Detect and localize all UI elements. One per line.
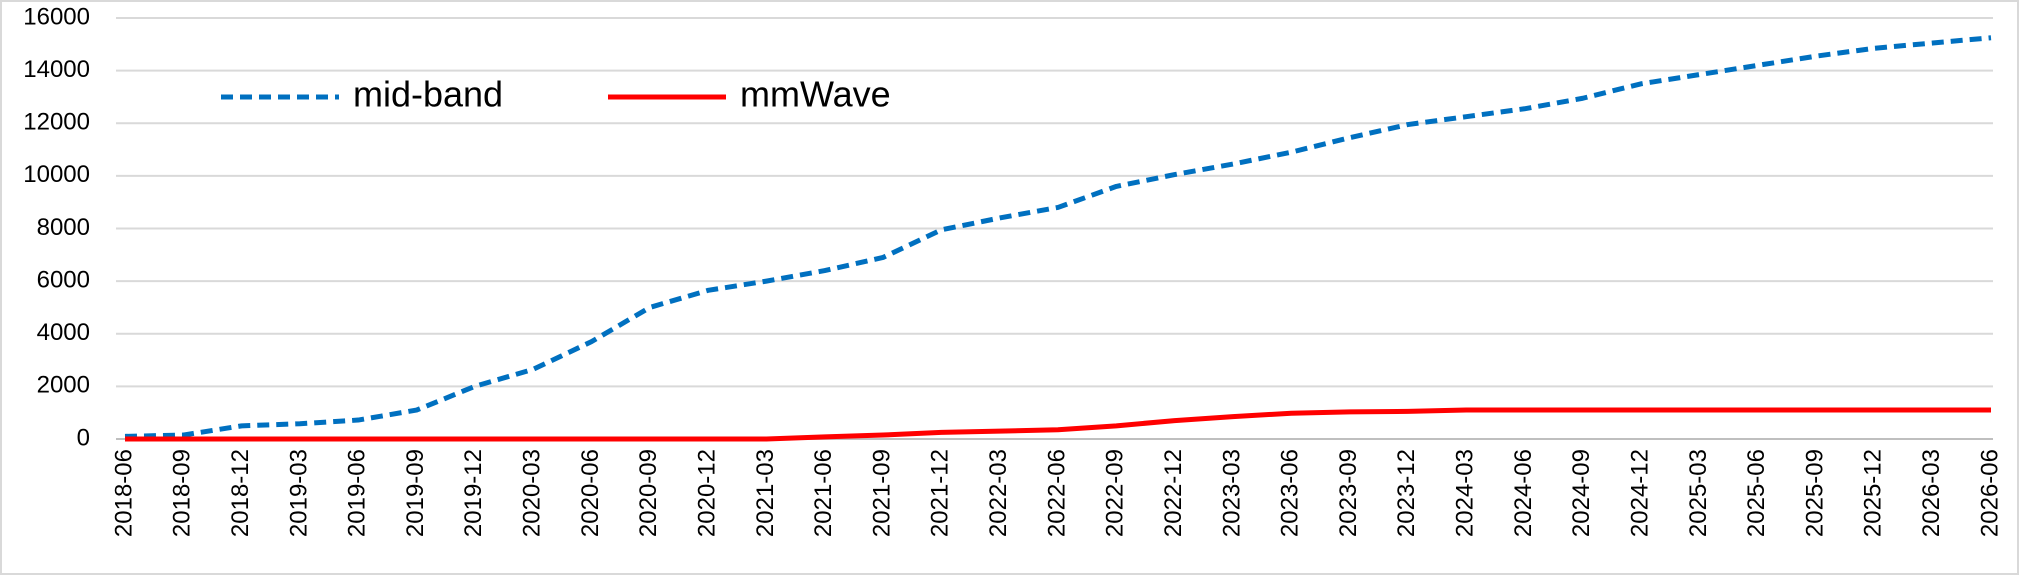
x-tick-label: 2023-06 (1277, 449, 1304, 537)
x-tick-label: 2018-06 (110, 449, 137, 537)
x-tick-label: 2020-12 (693, 449, 720, 537)
legend-label: mid-band (353, 74, 503, 115)
x-tick-label: 2019-03 (285, 449, 312, 537)
x-tick-label: 2025-03 (1685, 449, 1712, 537)
x-tick-label: 2022-12 (1160, 449, 1187, 537)
x-tick-label: 2021-06 (810, 449, 837, 537)
y-tick-label: 10000 (23, 161, 90, 188)
x-tick-label: 2025-09 (1801, 449, 1828, 537)
x-tick-label: 2020-03 (519, 449, 546, 537)
y-tick-label: 16000 (23, 3, 90, 30)
series-line (125, 407, 1991, 442)
x-tick-label: 2021-03 (752, 449, 779, 537)
x-tick-label: 2022-06 (1043, 449, 1070, 537)
x-tick-label: 2024-03 (1452, 449, 1479, 537)
x-tick-label: 2025-06 (1743, 449, 1770, 537)
x-tick-label: 2024-09 (1568, 449, 1595, 537)
x-tick-label: 2021-09 (868, 449, 895, 537)
series-line (124, 35, 1992, 439)
y-tick-label: 8000 (37, 214, 90, 241)
x-tick-label: 2024-12 (1626, 449, 1653, 537)
x-tick-label: 2019-12 (460, 449, 487, 537)
x-tick-label: 2023-03 (1218, 449, 1245, 537)
x-tick-label: 2026-06 (1976, 449, 2003, 537)
y-tick-label: 12000 (23, 109, 90, 136)
x-tick-label: 2021-12 (927, 449, 954, 537)
x-tick-label: 2023-12 (1393, 449, 1420, 537)
y-tick-label: 2000 (37, 372, 90, 399)
y-tick-label: 14000 (23, 56, 90, 83)
x-tick-label: 2025-12 (1860, 449, 1887, 537)
x-tick-label: 2026-03 (1918, 449, 1945, 537)
x-tick-label: 2022-03 (985, 449, 1012, 537)
x-tick-label: 2018-12 (227, 449, 254, 537)
y-tick-label: 4000 (37, 319, 90, 346)
y-tick-label: 6000 (37, 266, 90, 293)
x-tick-label: 2020-09 (635, 449, 662, 537)
x-tick-label: 2019-09 (402, 449, 429, 537)
y-tick-label: 0 (77, 424, 90, 451)
x-tick-label: 2022-09 (1102, 449, 1129, 537)
x-tick-label: 2023-09 (1335, 449, 1362, 537)
x-tick-label: 2020-06 (577, 449, 604, 537)
legend-label: mmWave (740, 74, 891, 115)
x-tick-label: 2018-09 (169, 449, 196, 537)
x-tick-label: 2024-06 (1510, 449, 1537, 537)
x-tick-label: 2019-06 (344, 449, 371, 537)
